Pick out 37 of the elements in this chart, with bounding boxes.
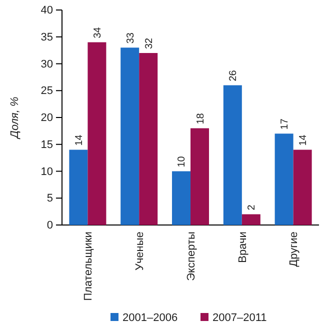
x-tick-label: Плательщики bbox=[82, 232, 95, 301]
bar bbox=[293, 150, 312, 225]
x-tick-label: Другие bbox=[288, 232, 300, 267]
y-tick-label: 35 bbox=[40, 31, 53, 44]
x-tick-label: Ученые bbox=[134, 232, 146, 271]
data-label: 10 bbox=[176, 156, 188, 168]
bar bbox=[120, 48, 140, 225]
bar bbox=[190, 128, 210, 225]
y-tick-label: 5 bbox=[46, 192, 53, 205]
y-tick-label: 0 bbox=[46, 220, 53, 232]
y-tick-label: 25 bbox=[40, 85, 53, 98]
x-tick-label: Врачи bbox=[236, 232, 249, 263]
bar bbox=[172, 171, 190, 225]
data-label: 26 bbox=[228, 70, 240, 82]
data-label: 33 bbox=[125, 32, 136, 44]
x-tick-label: Эксперты bbox=[185, 232, 198, 281]
data-label: 14 bbox=[74, 134, 85, 146]
data-label: 18 bbox=[195, 112, 206, 124]
y-tick-label: 40 bbox=[40, 4, 53, 17]
bar bbox=[69, 150, 88, 225]
bar bbox=[88, 42, 106, 225]
legend-label: 2007–2011 bbox=[212, 312, 267, 324]
y-tick-label: 15 bbox=[40, 138, 53, 151]
data-label: 32 bbox=[144, 37, 155, 49]
y-tick-label: 20 bbox=[40, 112, 53, 124]
data-label: 2 bbox=[246, 204, 258, 210]
y-tick-label: 30 bbox=[40, 58, 53, 70]
bar bbox=[274, 134, 294, 225]
y-axis-title: Доля, % bbox=[9, 96, 21, 140]
legend-label: 2001–2006 bbox=[122, 312, 178, 324]
bar bbox=[223, 85, 242, 225]
data-label: 17 bbox=[280, 118, 291, 130]
data-label: 14 bbox=[298, 134, 310, 146]
bar bbox=[242, 214, 260, 225]
data-label: 34 bbox=[92, 26, 104, 38]
bar bbox=[139, 53, 158, 225]
y-tick-label: 10 bbox=[40, 166, 53, 178]
